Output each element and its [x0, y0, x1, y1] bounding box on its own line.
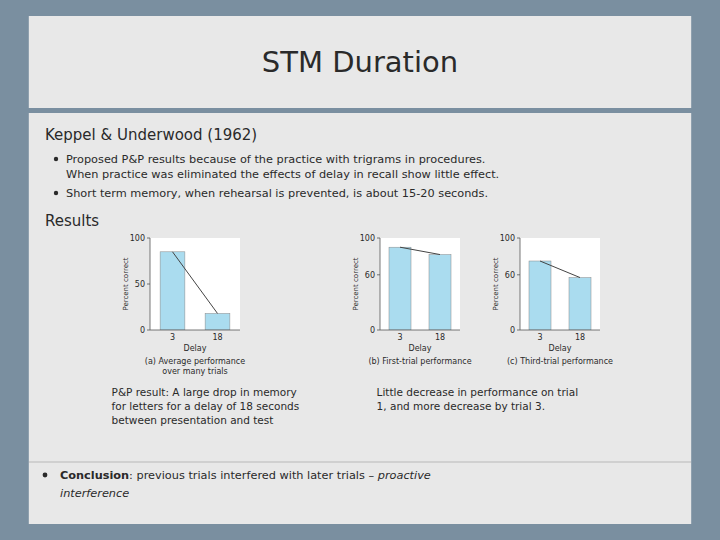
plot-area: [520, 238, 600, 330]
conclusion-italic1: proactive: [377, 469, 431, 482]
x-axis-label: Delay: [409, 344, 432, 353]
text-line: 1, and more decrease by trial 3.: [377, 400, 545, 412]
bar-chart: 0 50 100 3 18 Delay Percent correct (a) Average…: [122, 234, 245, 376]
y-axis-label: Percent correct: [352, 257, 360, 310]
bullet-dot: [54, 157, 58, 161]
y-tick: [147, 238, 150, 239]
x-axis-line: [520, 330, 600, 331]
y-tick: [517, 238, 520, 239]
text-line: Little decrease in performance on trial: [377, 386, 578, 398]
x-tick-label: 3: [397, 333, 402, 342]
conclusion-bold: Conclusion: [60, 469, 129, 482]
y-tick-label: 100: [360, 234, 375, 243]
y-axis-label: Percent correct: [122, 257, 130, 310]
y-axis-label: Percent correct: [492, 257, 500, 310]
connecting-line: [540, 261, 580, 278]
bar: [389, 247, 411, 330]
bullet-dot: [43, 473, 48, 478]
slide: STM Duration Keppel & Underwood (1962) Pro…: [0, 0, 720, 540]
plot-area: [380, 238, 460, 330]
x-axis-label: Delay: [549, 344, 572, 353]
slide-background: [0, 0, 720, 540]
conclusion-italic2: interference: [60, 487, 129, 500]
marks: [160, 252, 230, 330]
y-tick-label: 100: [500, 234, 515, 243]
chart-title: (a) Average performanceover many trials: [145, 357, 245, 376]
separator: [29, 462, 691, 463]
chart-title: (c) Third-trial performance: [507, 357, 613, 366]
bar-chart: 0 60 100 3 18Delay Percent correct (c) Third-t…: [492, 234, 613, 366]
x-axis-line: [380, 330, 460, 331]
title-panel: [29, 16, 691, 108]
bar: [529, 261, 551, 330]
x-axis-line: [150, 330, 240, 331]
y-axis-line: [380, 238, 381, 330]
y-tick-label: 0: [510, 326, 515, 335]
bullet-dot: [54, 191, 58, 195]
y-tick: [517, 274, 520, 275]
text-line: between presentation and test: [112, 414, 274, 426]
text-line: over many trials: [162, 367, 227, 376]
y-tick-label: 60: [365, 271, 375, 280]
results-label: Results: [45, 212, 99, 230]
bar-chart: 0 60 100 3 18Delay Percent correct (b) First-t…: [352, 234, 472, 366]
x-tick-label: 3: [537, 333, 542, 342]
x-axis-label: Delay: [184, 344, 207, 353]
marks: [389, 247, 451, 330]
x-tick-label: 3: [170, 333, 175, 342]
y-tick: [377, 274, 380, 275]
y-tick: [147, 330, 150, 331]
x-tick-label: 18: [575, 333, 585, 342]
text-line: (c) Third-trial performance: [507, 357, 613, 366]
conclusion-normal: : previous trials interfered with later …: [129, 469, 378, 482]
caption: Little decrease in performance on trial 1…: [377, 386, 578, 412]
bar: [205, 313, 230, 330]
connecting-line: [400, 247, 440, 254]
slide-title: STM Duration: [262, 45, 458, 79]
x-tick-label: 18: [435, 333, 445, 342]
content-panel: [29, 113, 691, 524]
bullet-text: Short term memory, when rehearsal is pre…: [66, 187, 488, 200]
y-axis-line: [520, 238, 521, 330]
y-tick: [147, 284, 150, 285]
heading: Keppel & Underwood (1962): [45, 126, 257, 144]
y-tick-label: 50: [135, 280, 145, 289]
text-line: P&P result: A large drop in memory: [112, 386, 297, 398]
bullet-text: When practice was eliminated the effects…: [66, 168, 499, 181]
chart-title: (b) First-trial performance: [368, 357, 471, 366]
y-tick: [377, 330, 380, 331]
text-line: (a) Average performance: [145, 357, 245, 366]
bar: [429, 255, 451, 330]
plot-area: [150, 238, 240, 330]
y-tick-label: 60: [505, 271, 515, 280]
caption: P&P result: A large drop in memory for le…: [112, 386, 300, 426]
y-tick: [517, 330, 520, 331]
y-tick: [377, 238, 380, 239]
bar: [569, 278, 591, 330]
connecting-line: [173, 252, 218, 314]
bullet-text: Proposed P&P results because of the prac…: [66, 153, 485, 166]
y-tick-label: 100: [130, 234, 145, 243]
x-tick-label: 18: [212, 333, 222, 342]
text-line: (b) First-trial performance: [368, 357, 471, 366]
y-tick-label: 0: [370, 326, 375, 335]
marks: [529, 261, 591, 330]
y-tick-label: 0: [140, 326, 145, 335]
text-line: for letters for a delay of 18 seconds: [112, 400, 300, 412]
conclusion: Conclusion: previous trials interfered w…: [60, 469, 431, 482]
